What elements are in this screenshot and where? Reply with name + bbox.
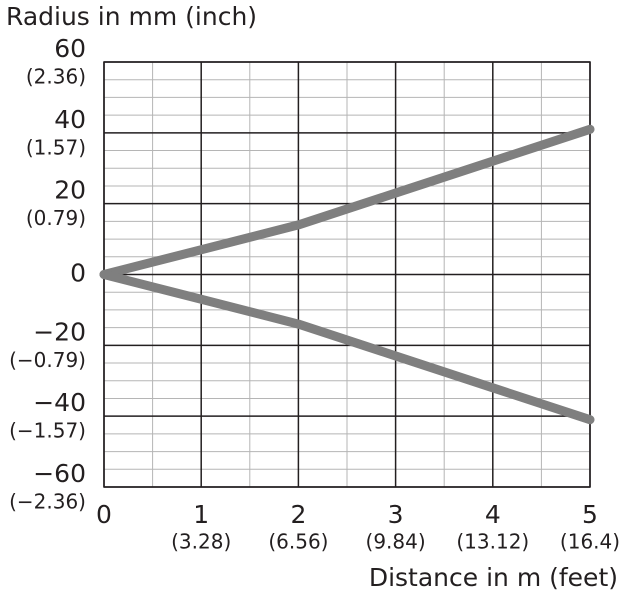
x-tick-label: 2 [290, 500, 306, 529]
y-tick-secondary-label: (1.57) [26, 135, 86, 159]
y-tick-secondary-label: (−1.57) [9, 419, 86, 443]
y-tick-label: 0 [70, 259, 86, 288]
data-line [99, 270, 595, 425]
y-tick-secondary-label: (−2.36) [9, 490, 86, 514]
y-tick-label: 40 [54, 105, 86, 134]
y-tick-secondary-label: (0.79) [26, 206, 86, 230]
x-tick-label: 5 [582, 500, 598, 529]
x-tick-secondary-label: (6.56) [268, 530, 328, 554]
x-tick-label: 3 [388, 500, 404, 529]
y-axis-label: Radius in mm (inch) [6, 2, 257, 31]
y-tick-label: −60 [33, 459, 86, 488]
x-tick-secondary-label: (13.12) [456, 530, 529, 554]
data-line [99, 124, 595, 279]
x-tick-secondary-label: (3.28) [171, 530, 231, 554]
x-tick-label: 4 [485, 500, 501, 529]
x-tick-secondary-label: (16.4) [560, 530, 620, 554]
x-axis-label: Distance in m (feet) [369, 563, 618, 592]
x-tick-secondary-label: (9.84) [366, 530, 426, 554]
y-tick-label: −20 [33, 317, 86, 346]
y-tick-secondary-label: (2.36) [26, 65, 86, 89]
x-tick-label: 1 [193, 500, 209, 529]
y-tick-label: −40 [33, 388, 86, 417]
y-tick-secondary-label: (−0.79) [9, 348, 86, 372]
x-tick-label: 0 [96, 500, 112, 529]
y-tick-label: 60 [54, 34, 86, 63]
y-tick-label: 20 [54, 176, 86, 205]
